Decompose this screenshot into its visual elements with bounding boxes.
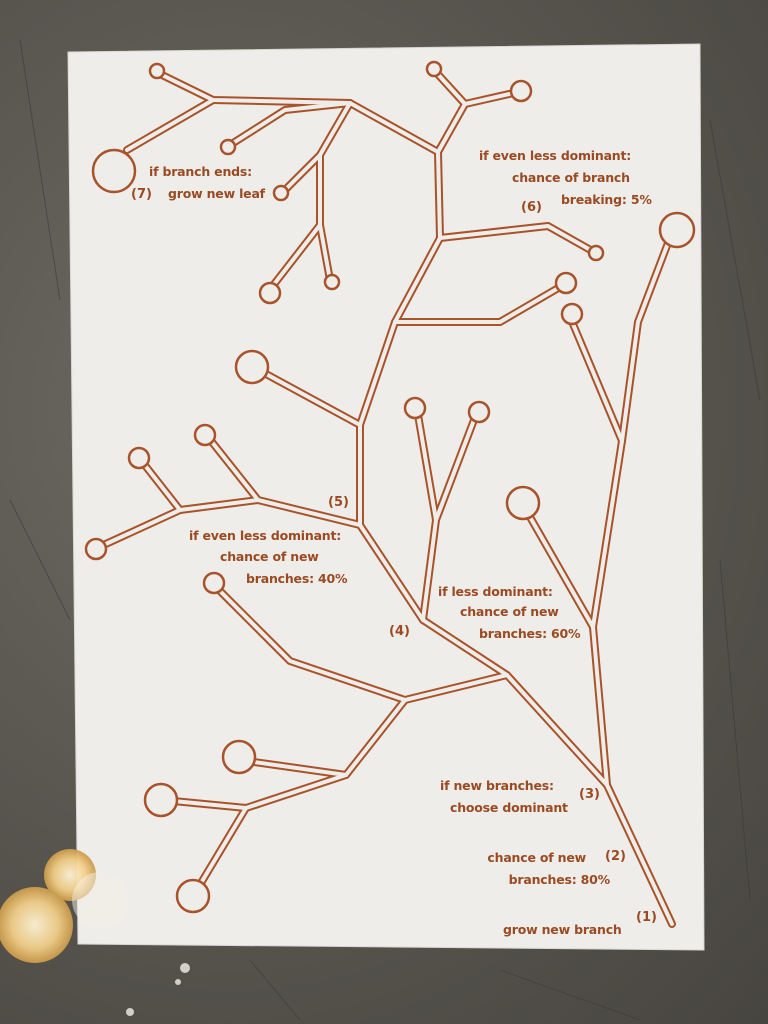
paint-specks [126,963,190,1016]
step2-line1: chance of new [487,850,586,865]
light-glare [0,849,128,963]
table-scratches [9,39,761,1021]
step6-line3: breaking: 5% [561,192,652,207]
step6-line1: if even less dominant: [479,148,632,163]
paper [68,44,704,950]
step6-number: (6) [521,200,542,215]
step4-line2: chance of new [460,604,559,619]
tree-branch-inner [95,68,674,926]
step3-number: (3) [579,787,600,802]
step1-text: grow new branch [503,922,622,937]
step5-line1: if even less dominant: [189,528,342,543]
step7-line1: if branch ends: [149,164,252,179]
step5-line3: branches: 40% [246,571,348,586]
tree-diagram [84,60,696,928]
step6-line2: chance of branch [512,170,630,185]
step4-number: (4) [389,624,410,639]
step7-line2: grow new leaf [168,186,265,201]
step1-number: (1) [636,910,657,925]
step4-line3: branches: 60% [479,626,581,641]
step5-line2: chance of new [220,549,319,564]
step7-number: (7) [131,187,152,202]
step2-number: (2) [605,849,626,864]
tree-leaves [84,60,696,914]
step3-line1: if new branches: [440,778,554,793]
step2-line2: branches: 80% [508,872,611,887]
step5-number: (5) [328,495,349,510]
step4-line1: if less dominant: [438,584,553,599]
step3-line2: choose dominant [450,800,568,815]
